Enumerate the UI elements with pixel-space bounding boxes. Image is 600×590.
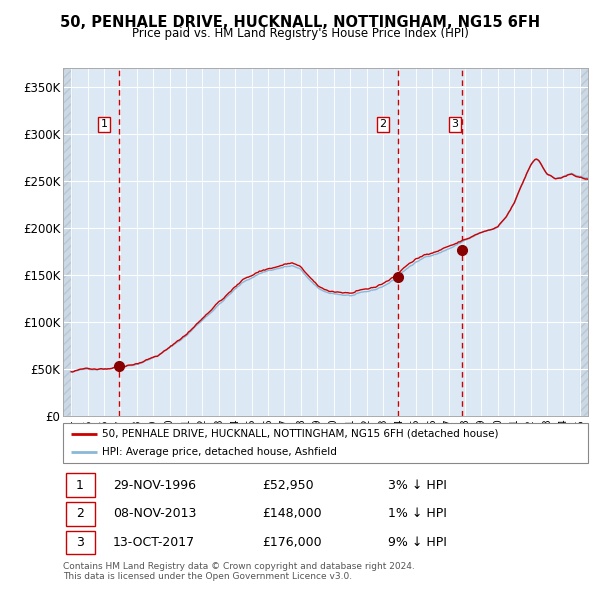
Text: £148,000: £148,000 [263,507,322,520]
Text: 50, PENHALE DRIVE, HUCKNALL, NOTTINGHAM, NG15 6FH (detached house): 50, PENHALE DRIVE, HUCKNALL, NOTTINGHAM,… [103,429,499,439]
Text: 1: 1 [101,119,107,129]
Text: 50, PENHALE DRIVE, HUCKNALL, NOTTINGHAM, NG15 6FH: 50, PENHALE DRIVE, HUCKNALL, NOTTINGHAM,… [60,15,540,30]
Text: Contains HM Land Registry data © Crown copyright and database right 2024.
This d: Contains HM Land Registry data © Crown c… [63,562,415,581]
Bar [65,473,95,497]
Text: 1: 1 [76,478,84,491]
Bar [580,68,588,416]
Text: 9% ↓ HPI: 9% ↓ HPI [389,536,448,549]
Bar [63,68,71,416]
Text: 1% ↓ HPI: 1% ↓ HPI [389,507,448,520]
Text: £176,000: £176,000 [263,536,322,549]
Text: 3% ↓ HPI: 3% ↓ HPI [389,478,448,491]
Text: 3: 3 [76,536,84,549]
Bar [580,68,588,416]
Text: 2: 2 [76,507,84,520]
Text: 3: 3 [452,119,458,129]
Bar [63,68,71,416]
Text: 29-NOV-1996: 29-NOV-1996 [113,478,196,491]
Bar [65,531,95,555]
Text: 08-NOV-2013: 08-NOV-2013 [113,507,196,520]
Text: 2: 2 [379,119,386,129]
Text: HPI: Average price, detached house, Ashfield: HPI: Average price, detached house, Ashf… [103,447,337,457]
Bar [65,502,95,526]
Text: 13-OCT-2017: 13-OCT-2017 [113,536,195,549]
Text: £52,950: £52,950 [263,478,314,491]
Text: Price paid vs. HM Land Registry's House Price Index (HPI): Price paid vs. HM Land Registry's House … [131,27,469,40]
